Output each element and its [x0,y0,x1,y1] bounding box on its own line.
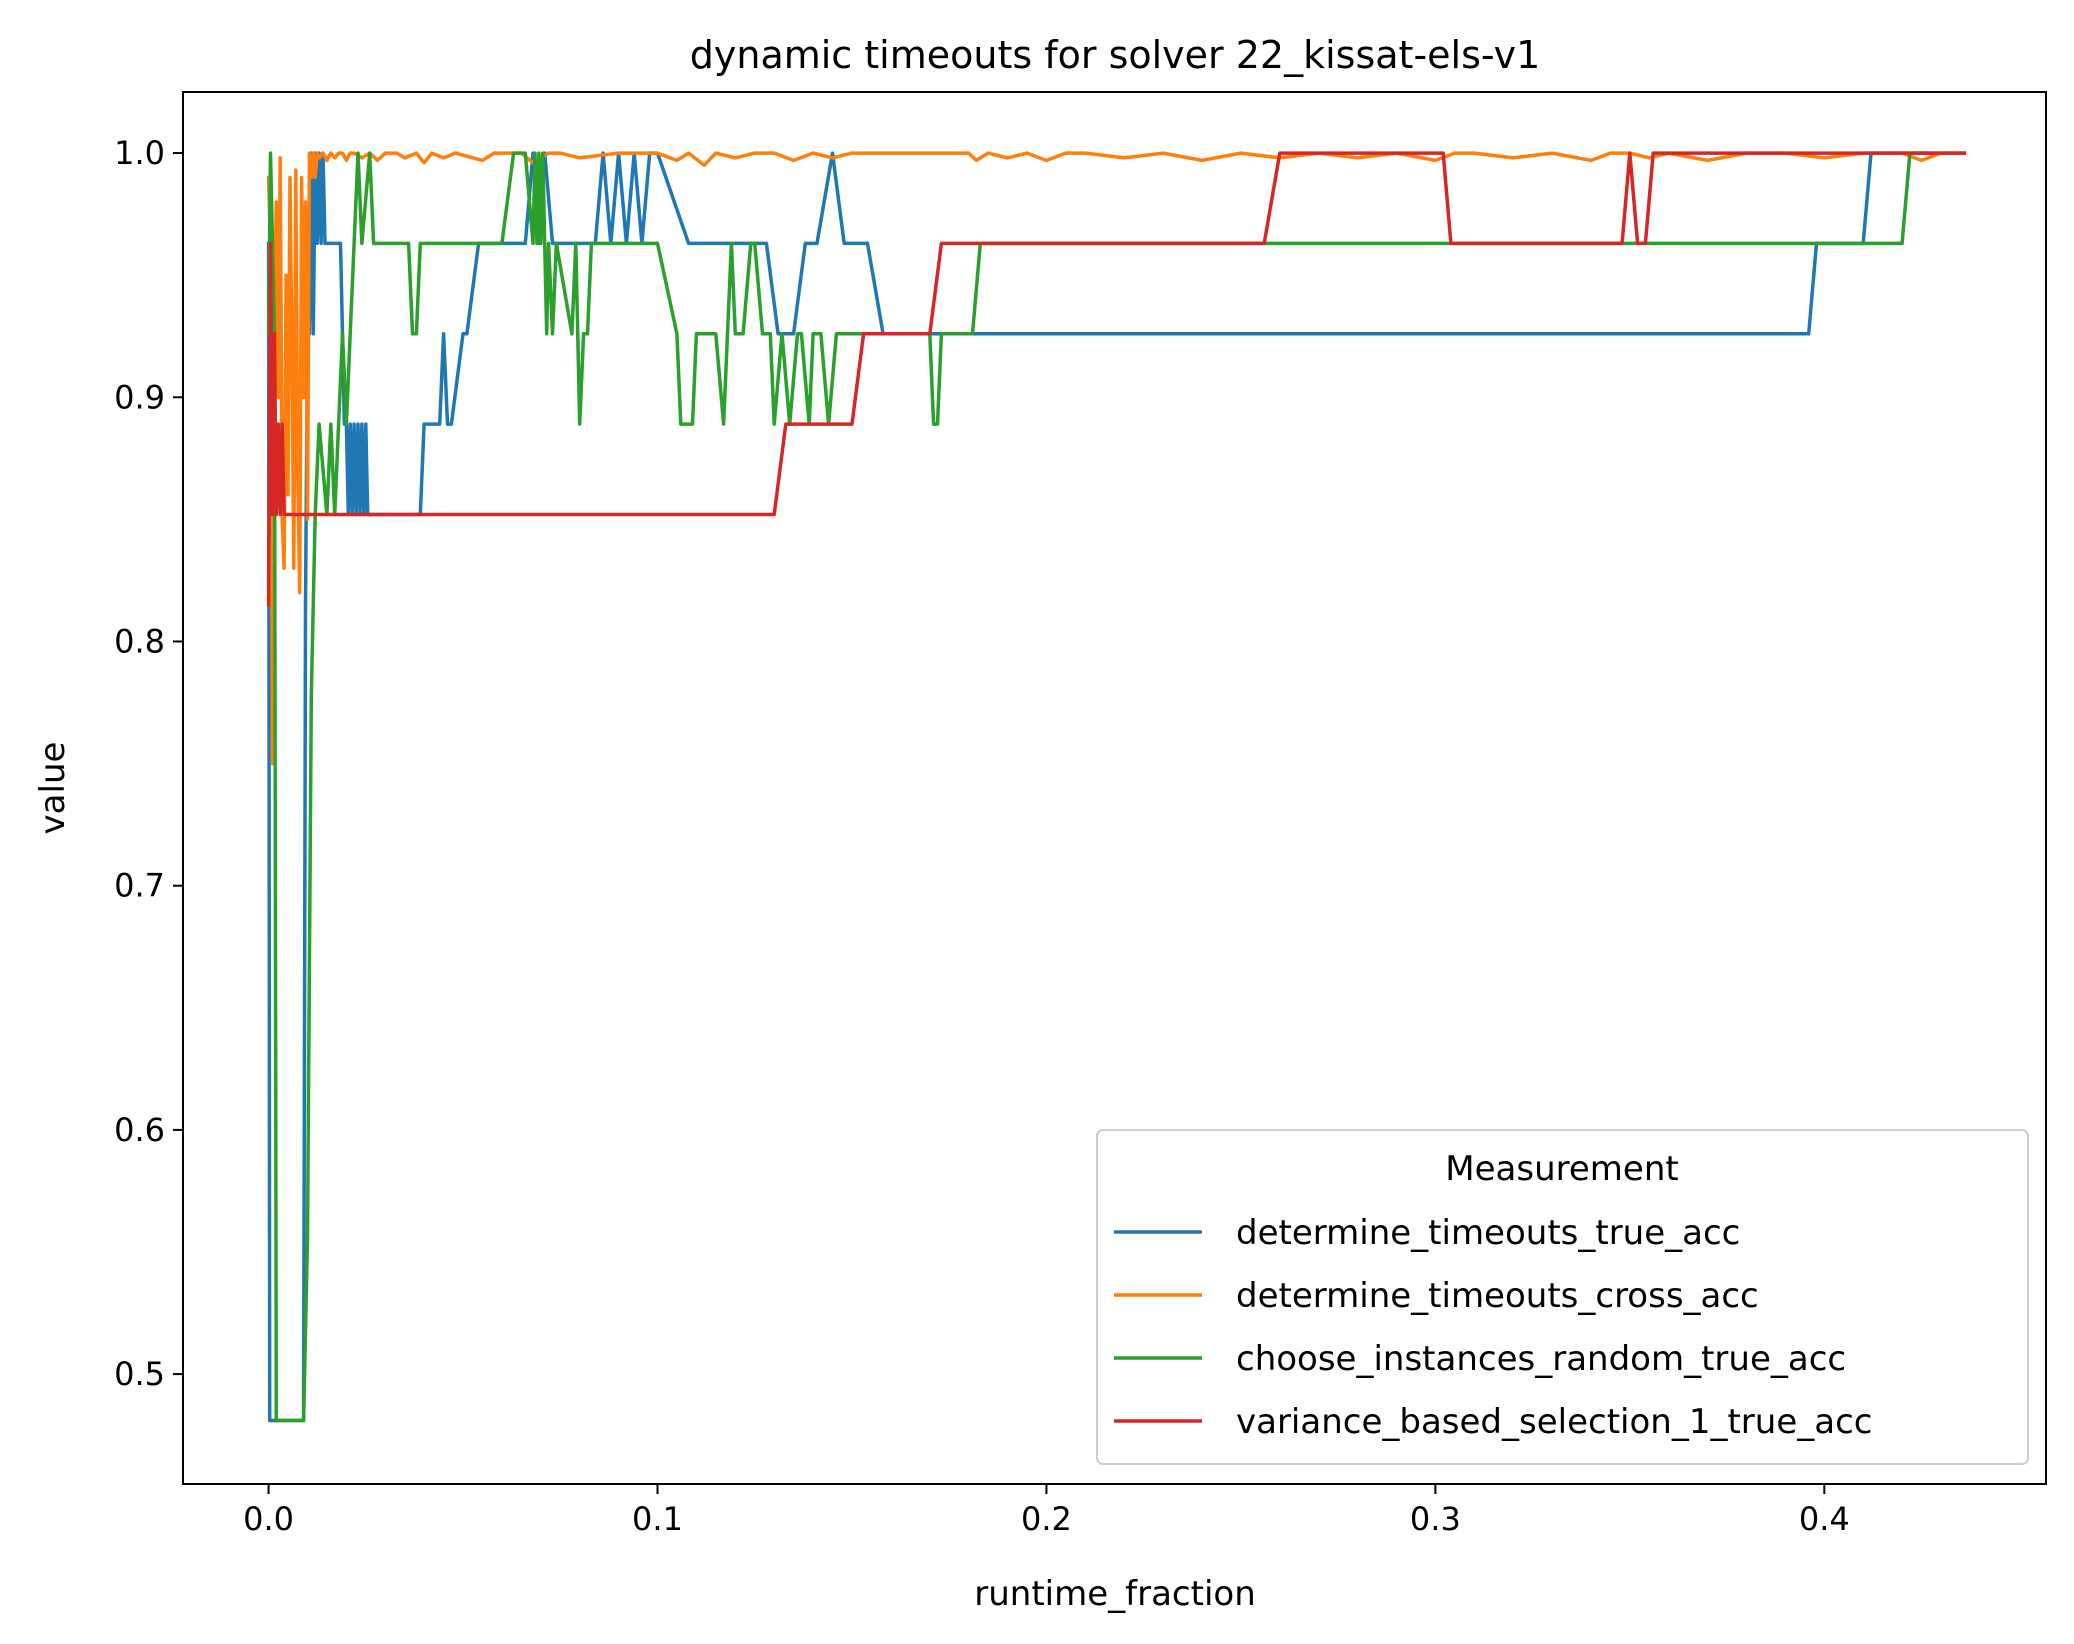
y-tick-label: 1.0 [114,134,165,172]
series-line-determine-timeouts-cross-acc [266,151,1967,766]
y-tick-label: 0.8 [114,622,165,660]
legend-title: Measurement [1445,1149,1678,1189]
x-tick-label: 0.4 [1799,1500,1850,1538]
chart-title: dynamic timeouts for solver 22_kissat-el… [690,33,1541,77]
y-tick-label: 0.5 [114,1355,165,1393]
legend-box [1096,1129,2029,1465]
series-line-variance-based-selection-1-true-acc [266,151,1967,607]
series-line-determine-timeouts-true-acc [266,151,1967,1423]
legend-label-choose-instances-random-true-acc: choose_instances_random_true_acc [1236,1339,1846,1379]
plot-frame [182,91,2047,1485]
x-tick-label: 0.0 [243,1500,294,1538]
legend-label-determine-timeouts-cross-acc: determine_timeouts_cross_acc [1236,1276,1759,1316]
x-axis-label: runtime_fraction [974,1574,1256,1614]
y-tick-label: 0.9 [114,378,165,416]
y-axis: 0.5 0.6 0.7 0.8 0.9 1.0 [114,134,183,1393]
x-tick-label: 0.1 [632,1500,683,1538]
y-tick-label: 0.7 [114,867,165,905]
y-tick-label: 0.6 [114,1111,165,1149]
legend-entries: determine_timeouts_true_acc determine_tim… [1114,1213,1872,1442]
series-layer [266,151,1967,1423]
legend: Measurement determine_timeouts_true_accd… [1096,1129,2029,1465]
x-tick-label: 0.2 [1021,1500,1072,1538]
legend-label-variance-based-selection-1-true-acc: variance_based_selection_1_true_acc [1236,1402,1872,1442]
y-axis-label: value [33,742,73,835]
legend-label-determine-timeouts-true-acc: determine_timeouts_true_acc [1236,1213,1740,1253]
x-tick-label: 0.3 [1410,1500,1461,1538]
series-line-choose-instances-random-true-acc [266,151,1928,1423]
x-axis: 0.0 0.1 0.2 0.3 0.4 [243,1484,1850,1538]
